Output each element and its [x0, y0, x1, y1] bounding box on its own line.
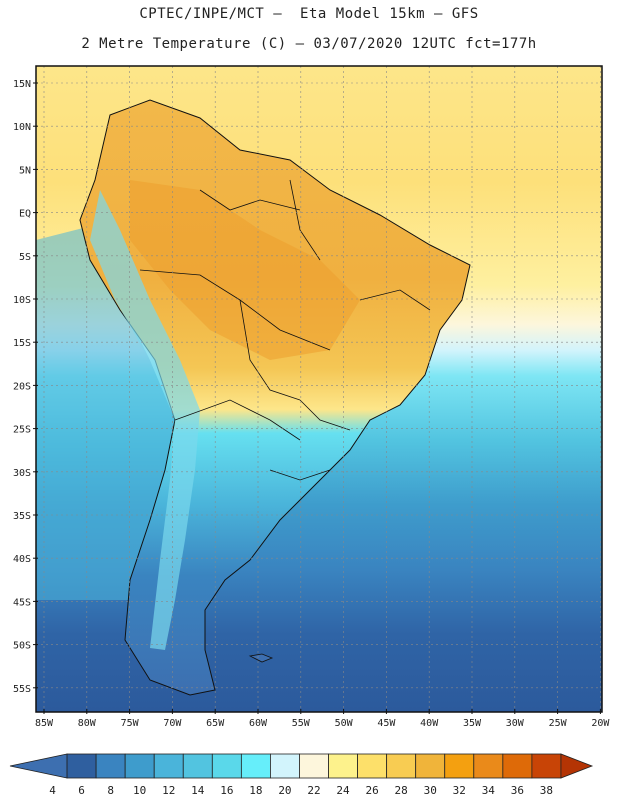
colorbar-label-22: 22 [307, 784, 320, 797]
lat-label-30S: 30S [13, 468, 31, 479]
lat-label-15N: 15N [13, 79, 31, 90]
lat-label-55S: 55S [13, 684, 31, 695]
lon-label-30W: 30W [506, 718, 525, 729]
colorbar-label-4: 4 [49, 784, 56, 797]
colorbar-swatch [415, 753, 446, 779]
lat-label-10N: 10N [13, 122, 31, 133]
amazon-warm-core [130, 180, 360, 360]
lat-label-25S: 25S [13, 425, 31, 436]
lon-label-45W: 45W [377, 718, 396, 729]
latitude-labels: 15N 10N 5N EQ 5S 10S 15S 20S 25S 30S 35S 40S 45S 50S 5… [13, 79, 38, 695]
lat-label-5S: 5S [19, 252, 31, 263]
lon-label-35W: 35W [463, 718, 482, 729]
country-borders [139, 179, 431, 481]
lon-label-65W: 65W [206, 718, 225, 729]
colorbar-swatch [502, 753, 533, 779]
colorbar-label-16: 16 [220, 784, 233, 797]
colorbar-label-38: 38 [540, 784, 553, 797]
colorbar-swatch [328, 753, 358, 779]
lat-label-15S: 15S [13, 338, 31, 349]
lat-label-40S: 40S [13, 554, 31, 565]
lon-label-40W: 40W [420, 718, 439, 729]
lat-label-50S: 50S [13, 641, 31, 652]
colorbar-label-14: 14 [191, 784, 205, 797]
pacific-cold-tongue [36, 225, 175, 600]
falkland-islands [248, 653, 274, 663]
colorbar-label-28: 28 [395, 784, 408, 797]
lat-label-10S: 10S [13, 295, 31, 306]
colorbar-swatch [66, 753, 97, 779]
lon-label-20W: 20W [591, 718, 610, 729]
lat-label-20S: 20S [13, 381, 31, 392]
lat-label-EQ: EQ [19, 209, 31, 220]
colorbar-swatch [560, 753, 594, 779]
colorbar-swatch [357, 753, 388, 779]
colorbar-swatch [153, 753, 184, 779]
colorbar-label-6: 6 [78, 784, 85, 797]
colorbar-swatch [9, 753, 68, 779]
colorbar-swatch [95, 753, 126, 779]
colorbar-swatch [444, 753, 475, 779]
colorbar-swatch [531, 753, 562, 779]
colorbar-swatch [124, 753, 155, 779]
lat-label-45S: 45S [13, 597, 31, 608]
colorbar-label-10: 10 [133, 784, 146, 797]
colorbar-swatch [240, 753, 271, 779]
colorbar-swatch [299, 753, 329, 779]
lon-label-55W: 55W [292, 718, 311, 729]
colorbar-swatch [182, 753, 213, 779]
lat-label-5N: 5N [19, 165, 31, 176]
colorbar-label-26: 26 [365, 784, 378, 797]
longitude-labels: 85W 80W 75W 70W 65W 60W 55W 50W 45W 40W 35W 30W 25W 2… [35, 709, 610, 729]
colorbar-label-34: 34 [482, 784, 496, 797]
colorbar-label-32: 32 [453, 784, 466, 797]
lon-label-80W: 80W [78, 718, 97, 729]
colorbar-swatch [211, 753, 242, 779]
lon-label-85W: 85W [35, 718, 54, 729]
colorbar-swatch [473, 753, 504, 779]
lon-label-75W: 75W [121, 718, 140, 729]
lon-label-60W: 60W [249, 718, 268, 729]
lon-label-50W: 50W [335, 718, 354, 729]
colorbar-label-12: 12 [162, 784, 175, 797]
colorbar-label-30: 30 [424, 784, 437, 797]
colorbar-label-20: 20 [278, 784, 291, 797]
lat-lon-grid [36, 66, 602, 712]
colorbar-label-18: 18 [249, 784, 262, 797]
title-line-2: 2 Metre Temperature (C) – 03/07/2020 12U… [81, 36, 537, 52]
title-line-1: CPTEC/INPE/MCT – Eta Model 15km – GFS [139, 6, 479, 22]
colorbar-swatch [270, 753, 300, 779]
colorbar-label-36: 36 [511, 784, 524, 797]
lon-label-70W: 70W [163, 718, 182, 729]
colorbar: 4 6 8 10 12 14 16 18 20 22 24 26 28 30 32 34 36 38 [9, 753, 594, 797]
map-frame [35, 65, 603, 713]
lat-label-35S: 35S [13, 511, 31, 522]
colorbar-swatch [386, 753, 417, 779]
colorbar-label-8: 8 [107, 784, 114, 797]
andes-strip [90, 190, 200, 650]
colorbar-label-24: 24 [336, 784, 350, 797]
lon-label-25W: 25W [549, 718, 568, 729]
